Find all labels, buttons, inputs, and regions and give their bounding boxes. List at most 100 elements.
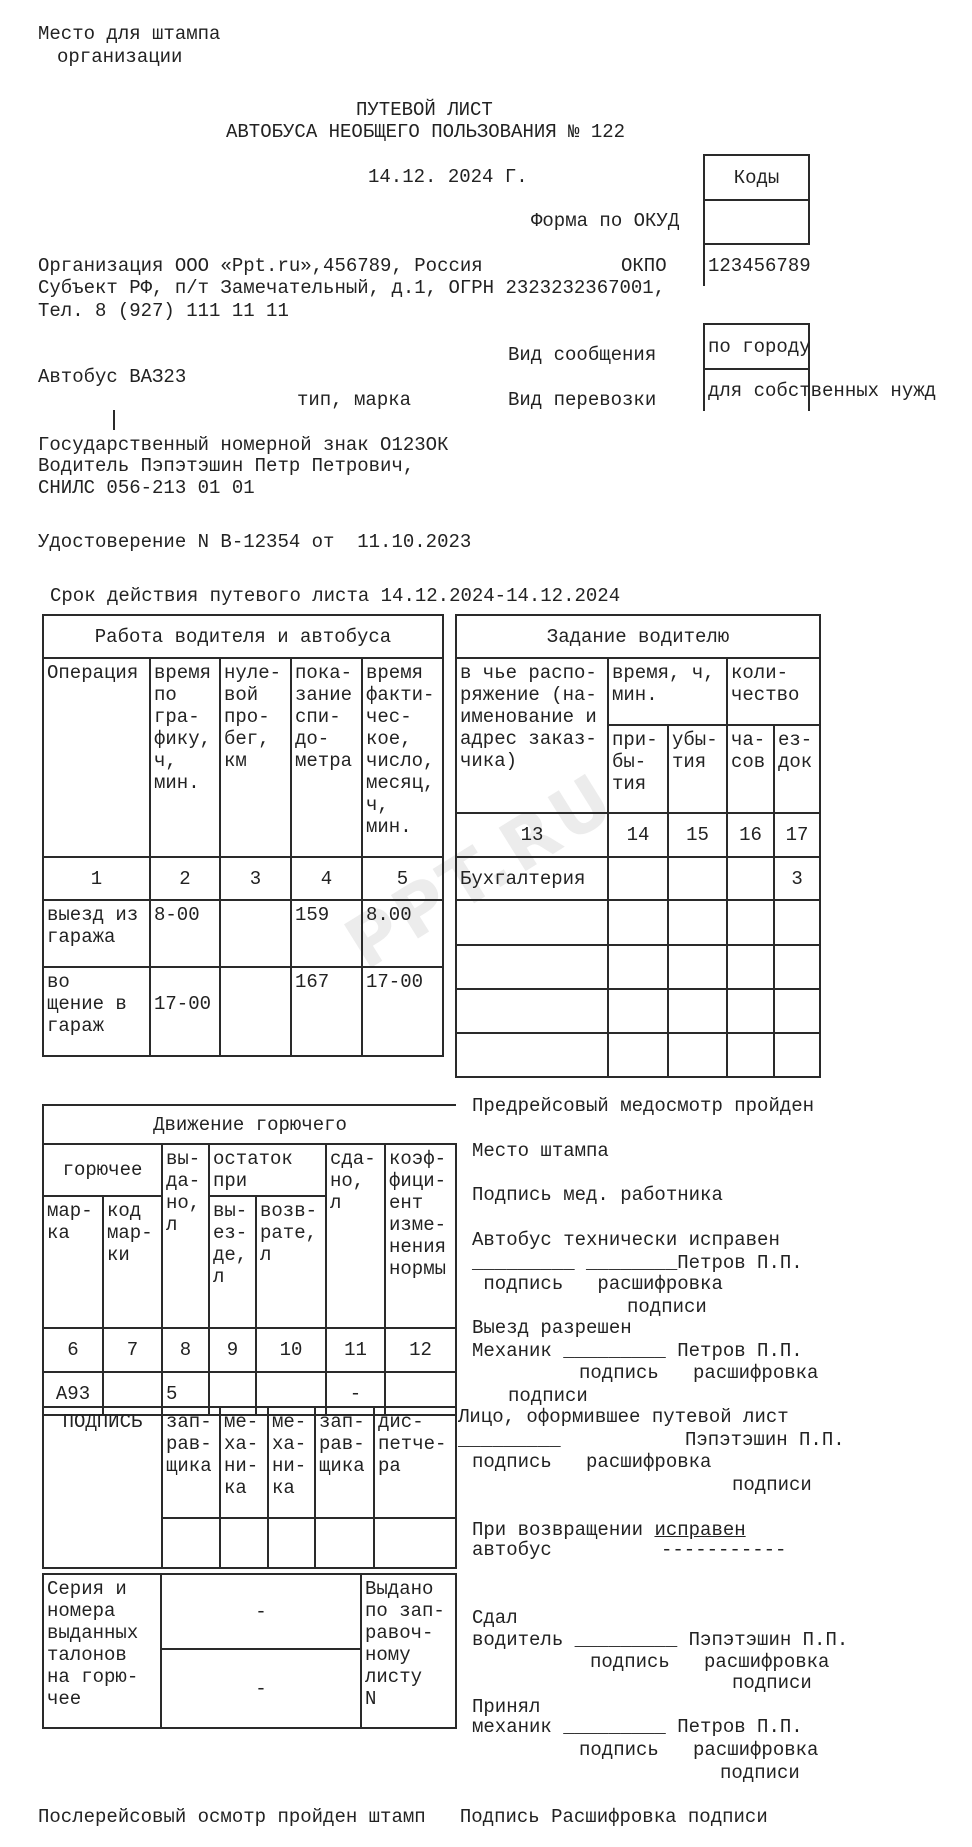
validity-period: Срок действия путевого листа 14.12.2024-… (50, 585, 621, 607)
column-number: 13 (455, 812, 609, 858)
fuel-subheader: возв- рате, л (255, 1195, 327, 1329)
table-cell (455, 944, 609, 990)
document-title: ПУТЕВОЙ ЛИСТ (356, 99, 493, 121)
okpo-value: 123456789 (703, 243, 811, 286)
time-header: время, ч, мин. (607, 657, 728, 726)
document-subtitle: АВТОБУСА НЕОБЩЕГО ПОЛЬЗОВАНИЯ № 122 (226, 121, 626, 143)
fuel-subheader: код мар- ки (102, 1195, 163, 1329)
table-cell: 159 (290, 899, 363, 968)
column-number: 15 (667, 812, 728, 858)
tech-ok-label: Автобус технически исправен (472, 1229, 780, 1251)
table-cell: 167 (290, 966, 363, 1057)
work-header: время факти- чес- кое, число, месяц, ч, … (361, 657, 444, 858)
table-cell (455, 988, 609, 1034)
bus-model: Автобус ВАЗ23 (38, 366, 187, 388)
signature-header: зап- рав- щика (161, 1406, 221, 1519)
work-header: Операция (42, 657, 151, 858)
organization-line-1: Организация ООО «Ppt.ru»,456789, Россия (38, 255, 483, 277)
accept-caption-2: подписи (720, 1762, 800, 1784)
driver-signature-caption-2: подписи (732, 1672, 812, 1694)
column-number: 12 (383, 1327, 458, 1373)
table-cell (455, 899, 609, 946)
message-type-label: Вид сообщения (508, 344, 657, 366)
table-cell: 17-00 (361, 966, 444, 1057)
issued-by-sheet-label: Выдано по зап- равоч- ному листу N (360, 1573, 457, 1729)
med-signature-label: Подпись мед. работника (472, 1184, 723, 1206)
codes-box: Коды 123456789 (703, 154, 811, 286)
table-cell (772, 988, 822, 1034)
table-row (455, 988, 822, 1034)
column-number: 17 (772, 812, 822, 858)
task-subheader: ча- сов (726, 724, 775, 814)
table-cell (772, 1032, 822, 1078)
column-number: 11 (325, 1327, 386, 1373)
okud-value (703, 199, 810, 245)
return-bus-label: автобус (472, 1539, 552, 1561)
signature-cell (267, 1517, 316, 1569)
task-subheader: ез- док (772, 724, 822, 814)
table-cell (726, 944, 775, 990)
task-subheader: при- бы- тия (607, 724, 669, 814)
table-row (455, 1032, 822, 1078)
signature-cell (161, 1517, 221, 1569)
table-row (455, 899, 822, 946)
column-number: 6 (42, 1327, 104, 1373)
driver-license: Удостоверение N В-12354 от 11.10.2023 (38, 531, 472, 553)
stamp-org-label: организации (57, 46, 183, 68)
transport-type-value: для собственных нужд (703, 368, 936, 411)
driver-signature-line: водитель _________ Пэпэтэшин П.П. (472, 1629, 849, 1651)
organization-line-2: Субъект РФ, п/т Замечательный, д.1, ОГРН… (38, 277, 666, 299)
fuel-subheader: мар- ка (42, 1195, 104, 1329)
table-cell: 17-00 (149, 966, 221, 1057)
column-number: 4 (290, 856, 363, 901)
table-cell (607, 988, 669, 1034)
column-number: 3 (219, 856, 292, 901)
task-table-title: Задание водителю (454, 614, 822, 659)
exit-allowed-label: Выезд разрешен (472, 1317, 632, 1339)
table-cell (726, 988, 775, 1034)
table-cell (607, 944, 669, 990)
table-cell (667, 944, 728, 990)
codes-title: Коды (703, 154, 810, 201)
table-cell: выезд из гаража (42, 899, 151, 968)
table-cell (607, 856, 669, 901)
okud-label: Форма по ОКУД (531, 210, 680, 232)
mechanic-signature-caption: подпись расшифровка (579, 1362, 819, 1384)
task-subheader: убы- тия (667, 724, 728, 814)
table-cell (772, 899, 822, 946)
signature-header: дис- петче- ра (373, 1406, 457, 1519)
coefficient-header: коэф- фици- ент изме- нения нормы (383, 1143, 458, 1329)
issued-header: вы- да- но, л (161, 1143, 210, 1329)
transport-type-label: Вид перевозки (508, 389, 657, 411)
column-number: 14 (607, 812, 669, 858)
signature-header: зап- рав- щика (314, 1406, 375, 1519)
table-cell (455, 1032, 609, 1078)
count-header: коли- чество (725, 657, 822, 726)
table-cell: во щение в гараж (42, 966, 151, 1057)
signature-cell (373, 1517, 457, 1569)
return-dashes: ----------- (661, 1539, 787, 1561)
remainder-header: остаток при (208, 1143, 327, 1197)
signature-header: ме- ха- ни- ка (219, 1406, 269, 1519)
signature-label: ПОДПИСЬ (42, 1406, 163, 1569)
driver-snils: СНИЛС 056-213 01 01 (38, 477, 255, 499)
coupons-label: Серия и номера выданных талонов на горю-… (42, 1573, 162, 1729)
table-cell (667, 988, 728, 1034)
accepted-label: Принял (472, 1696, 541, 1718)
divider (113, 410, 115, 430)
med-check-label: Предрейсовый медосмотр пройден (472, 1095, 815, 1117)
signature-cell (314, 1517, 375, 1569)
table-cell: 8-00 (149, 899, 221, 968)
fuel-header: горючее (42, 1143, 163, 1197)
issuer-signature-blank: _________ (458, 1429, 561, 1451)
return-value: исправен (654, 1519, 746, 1541)
work-table-title: Работа водителя и автобуса (42, 614, 444, 659)
work-header: пока- зание спи- до- метра (290, 657, 363, 858)
coupons-table: Серия и номера выданных талонов на горю-… (42, 1573, 457, 1729)
signature-cell (219, 1517, 269, 1569)
driver-signature-caption: подпись расшифровка (590, 1651, 830, 1673)
okpo-label: ОКПО (621, 255, 667, 277)
accept-mechanic-line: механик _________ Петров П.П. (472, 1716, 803, 1738)
transport-codes-box: по городу для собственных нужд (703, 323, 936, 411)
signature-table: ПОДПИСЬ зап- рав- щика ме- ха- ни- ка ме… (42, 1406, 457, 1569)
